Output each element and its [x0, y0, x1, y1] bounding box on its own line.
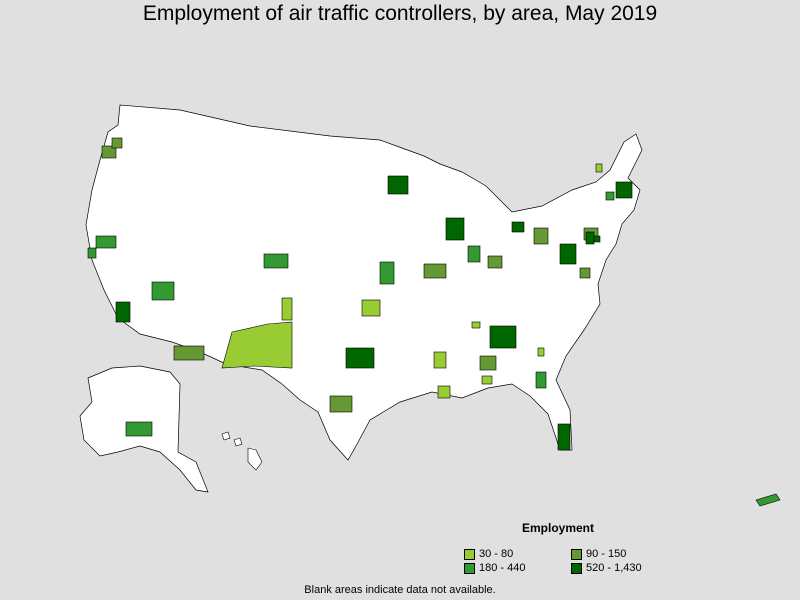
area-cleveland: [511, 221, 525, 233]
area-nashua: [605, 191, 615, 201]
area-ronkonkoma: [593, 235, 601, 243]
area-louisville: [487, 255, 503, 269]
area-gulfport: [437, 385, 451, 399]
area-minneapolis: [387, 175, 409, 195]
area-washington-dc: [559, 243, 577, 265]
contiguous-us-landmass: [85, 104, 643, 461]
area-seattle-east: [111, 137, 123, 149]
area-jacksonville: [535, 371, 547, 389]
legend-item-90-150: 90 - 150: [571, 548, 626, 560]
area-miami: [557, 423, 571, 451]
area-san-francisco: [87, 247, 97, 259]
area-oklahoma-city: [361, 299, 381, 317]
area-kansas-city: [423, 263, 447, 279]
legend-item-180-440: 180 - 440: [464, 562, 525, 574]
hawaii-islands: [221, 431, 263, 471]
area-denver: [263, 253, 289, 269]
employment-areas: [87, 137, 633, 451]
area-anchorage: [125, 421, 153, 437]
puerto-rico: [755, 493, 781, 507]
area-sacramento: [95, 235, 117, 249]
legend-item-520-1430: 520 - 1,430: [571, 562, 642, 574]
area-los-angeles: [115, 301, 131, 323]
area-amarillo: [281, 297, 293, 321]
area-pittsburgh: [533, 227, 549, 245]
area-new-york: [585, 231, 595, 245]
map-title: Employment of air traffic controllers, b…: [142, 2, 658, 25]
area-maine-small: [595, 163, 603, 173]
legend-title: Employment: [522, 521, 595, 535]
area-virginia-beach: [579, 267, 591, 279]
area-san-antonio: [329, 395, 353, 413]
area-wichita: [379, 261, 395, 285]
legend-label: 520 - 1,430: [586, 562, 642, 574]
area-wilmington: [537, 347, 545, 357]
area-las-vegas: [151, 281, 175, 301]
legend-swatch: [571, 562, 582, 574]
area-boston: [615, 181, 633, 199]
legend-swatch: [464, 562, 475, 574]
area-chicago: [445, 217, 465, 241]
area-portland-or: [101, 145, 117, 159]
area-atlanta-south: [479, 355, 497, 371]
area-dallas: [345, 347, 375, 369]
area-chattanooga: [471, 321, 481, 329]
legend-label: 180 - 440: [479, 562, 526, 574]
legend-item-30-80: 30 - 80: [464, 548, 513, 560]
area-indianapolis: [467, 245, 481, 263]
legend-swatch: [464, 548, 475, 560]
area-new-mexico-large: [221, 321, 293, 369]
footnote: Blank areas indicate data not available.: [304, 584, 496, 596]
area-panama-city: [481, 375, 493, 385]
area-tucson: [173, 345, 205, 361]
legend-swatch: [571, 548, 582, 560]
area-atlanta: [489, 325, 517, 349]
area-jackson-ms: [433, 351, 447, 369]
legend-label: 90 - 150: [586, 548, 627, 560]
legend-label: 30 - 80: [479, 548, 514, 560]
